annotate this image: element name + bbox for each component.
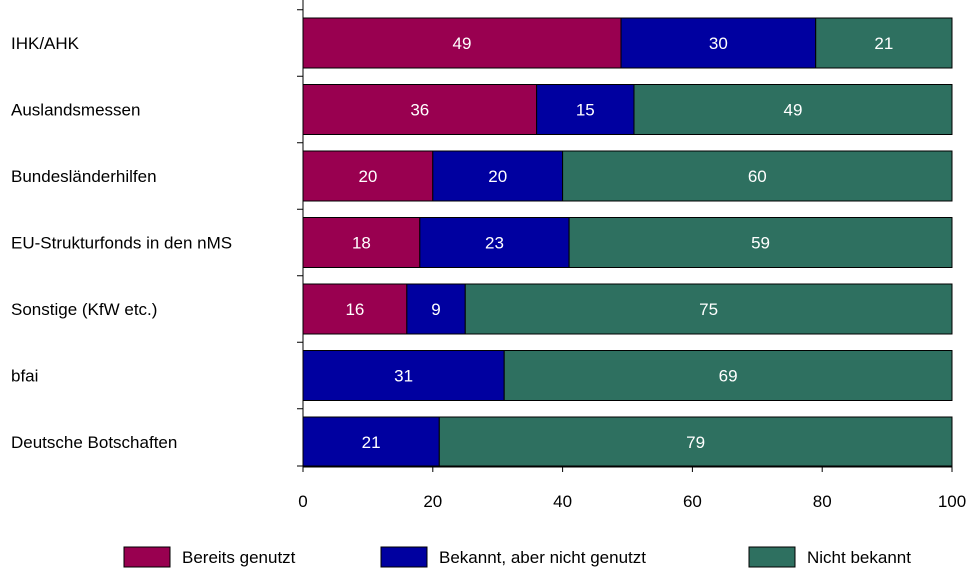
data-label: 60: [748, 167, 767, 186]
data-label: 20: [488, 167, 507, 186]
bar-segment: [406, 283, 466, 335]
bar-segment: [302, 283, 408, 335]
legend: Bereits genutzt Bekannt, aber nicht genut…: [123, 546, 911, 568]
bar-segment: [620, 17, 817, 69]
category-label: IHK/AHK: [11, 34, 80, 53]
data-label: 21: [874, 34, 893, 53]
x-tick-label: 40: [553, 492, 572, 511]
data-label: 31: [394, 367, 413, 386]
category-labels: IHK/AHK Auslandsmessen Bundesländerhilfen E…: [11, 34, 232, 452]
x-tick-label: 80: [813, 492, 832, 511]
bar-segment: [302, 84, 538, 135]
category-label: EU-Strukturfonds in den nMS: [11, 234, 232, 253]
bar-segment: [503, 350, 953, 401]
bar-segment: [536, 84, 635, 135]
bar-segment: [302, 150, 434, 202]
bar-segment: [464, 283, 953, 335]
data-label: 15: [576, 101, 595, 120]
x-tick-label: 60: [683, 492, 702, 511]
data-label: 49: [453, 34, 472, 53]
data-label: 20: [358, 167, 377, 186]
category-label: bfai: [11, 367, 38, 386]
data-label: 18: [352, 234, 371, 253]
bar-segment: [302, 217, 421, 268]
legend-swatch: [123, 546, 171, 568]
bar-segment: [568, 217, 953, 268]
legend-swatch: [748, 546, 796, 568]
data-label: 30: [709, 34, 728, 53]
data-label: 49: [784, 101, 803, 120]
x-tick-label: 20: [423, 492, 442, 511]
data-label: 59: [751, 234, 770, 253]
category-label: Deutsche Botschaften: [11, 433, 177, 452]
legend-label: Bekannt, aber nicht genutzt: [439, 548, 646, 567]
data-label: 69: [719, 367, 738, 386]
data-label: 75: [699, 300, 718, 319]
category-label: Auslandsmessen: [11, 101, 140, 120]
data-label: 23: [485, 234, 504, 253]
legend-swatch: [380, 546, 428, 568]
category-label: Bundesländerhilfen: [11, 167, 157, 186]
data-label: 36: [410, 101, 429, 120]
legend-label: Bereits genutzt: [182, 548, 296, 567]
x-axis: 0 20 40 60 80 100: [297, 0, 966, 511]
bar-segment: [633, 84, 953, 135]
bar-segment: [438, 416, 953, 468]
x-tick-label: 0: [298, 492, 307, 511]
category-label: Sonstige (KfW etc.): [11, 300, 157, 319]
bar-segment: [562, 150, 953, 202]
x-tick-label: 100: [938, 492, 966, 511]
legend-label: Nicht bekannt: [807, 548, 911, 567]
bar-segment: [815, 17, 953, 69]
data-label: 21: [362, 433, 381, 452]
data-label: 16: [345, 300, 364, 319]
bar-segment: [302, 17, 622, 69]
data-label: 79: [686, 433, 705, 452]
bars: 49 30 21 36 15 49 20 20 60 18 23 59 16 9 75 31 69 21 79: [302, 17, 953, 468]
bar-segment: [432, 150, 564, 202]
data-label: 9: [431, 300, 440, 319]
